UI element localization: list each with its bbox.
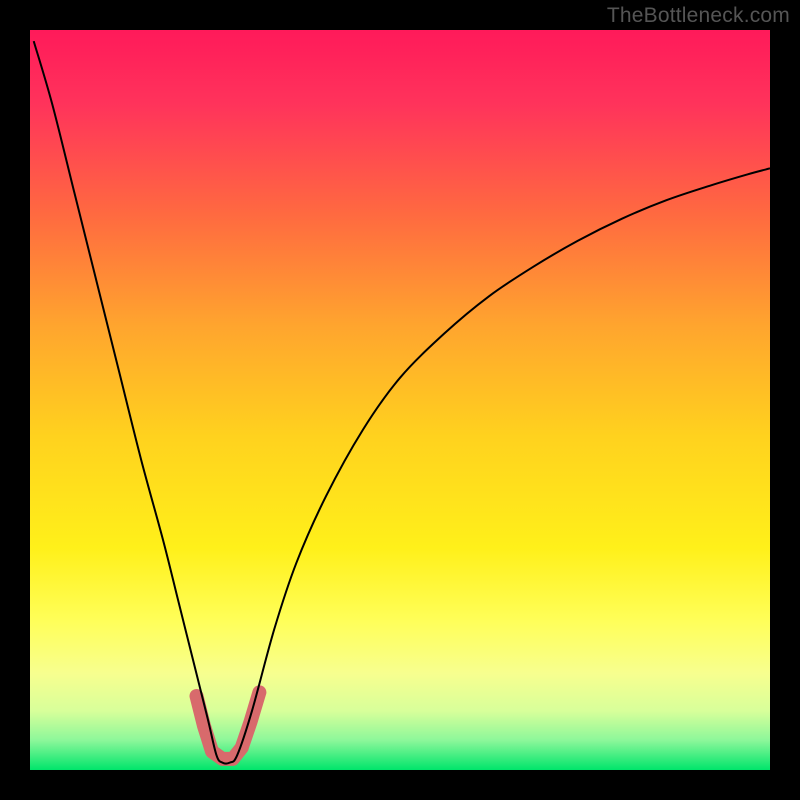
gradient-background bbox=[30, 30, 770, 770]
chart-frame: TheBottleneck.com bbox=[0, 0, 800, 800]
plot-area bbox=[30, 30, 770, 770]
plot-svg bbox=[30, 30, 770, 770]
watermark-text: TheBottleneck.com bbox=[607, 4, 790, 28]
